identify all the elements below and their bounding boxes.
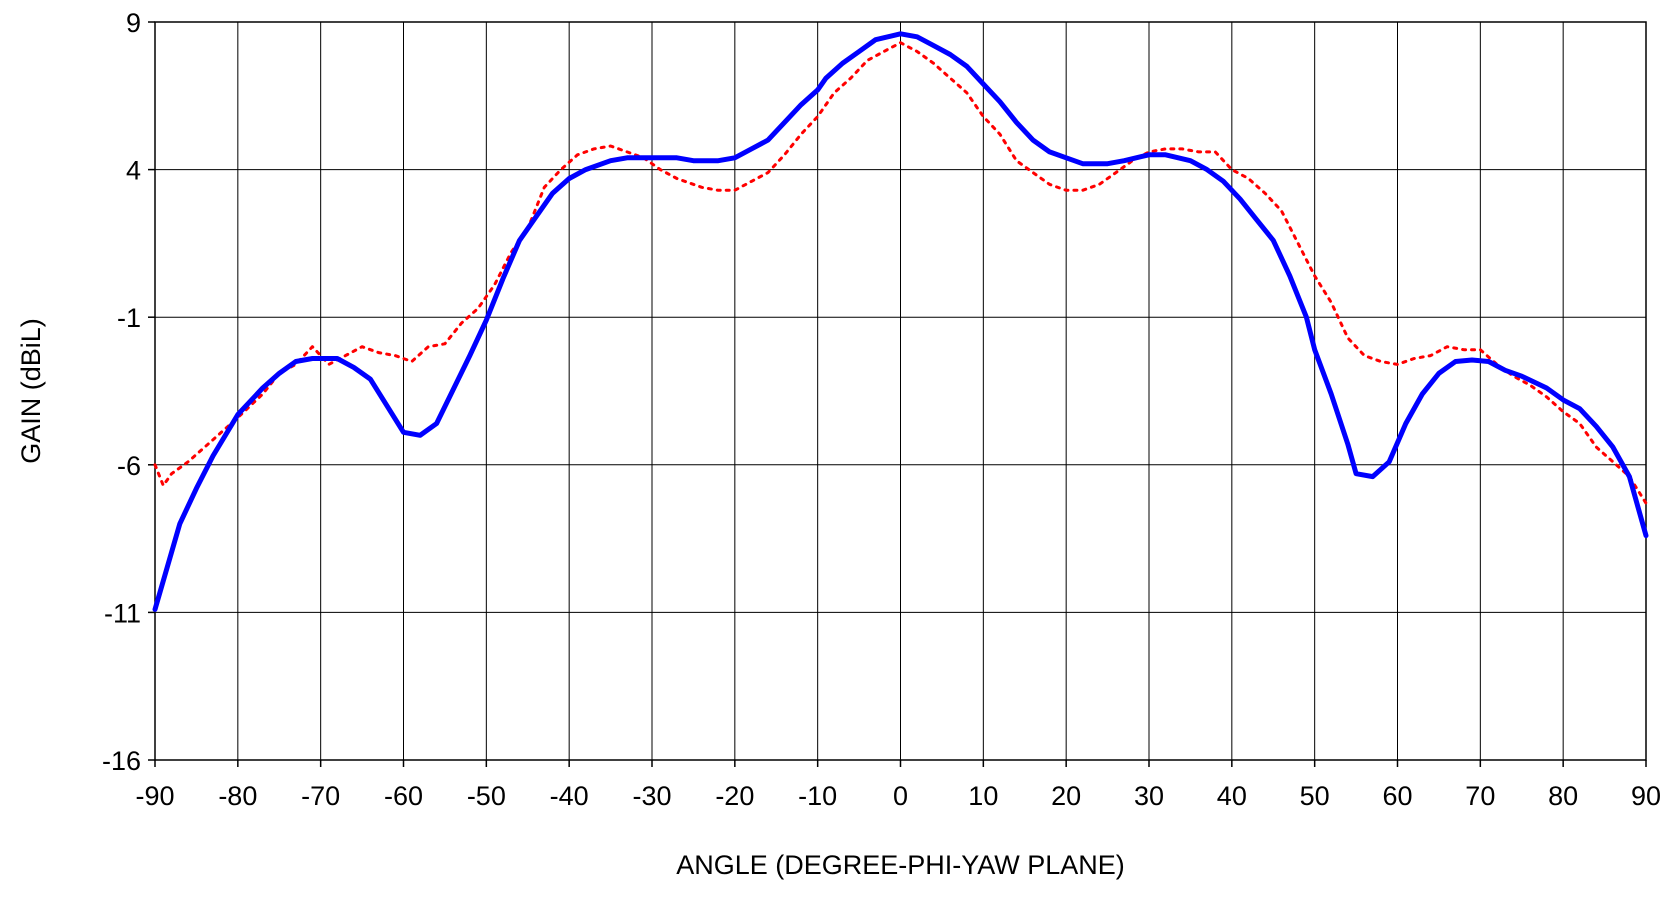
- x-axis-ticks: -90 -80 -70 -60 -50 -40 -30 -20 -10 0 10 20 30 40 50 60…: [135, 760, 1661, 811]
- series-line-1: [152, 31, 1649, 612]
- x-tick-label: -30: [632, 781, 671, 811]
- x-tick-label: -60: [384, 781, 423, 811]
- y-tick-label: 9: [126, 8, 141, 38]
- y-tick-label: -16: [102, 746, 141, 776]
- x-tick-label: 80: [1548, 781, 1578, 811]
- x-tick-label: 40: [1217, 781, 1247, 811]
- x-tick-label: -10: [798, 781, 837, 811]
- x-tick-label: 30: [1134, 781, 1164, 811]
- x-tick-label: -20: [715, 781, 754, 811]
- y-tick-label: -6: [117, 451, 141, 481]
- y-tick-label: -11: [104, 598, 141, 628]
- y-tick-label: 4: [126, 156, 141, 186]
- x-tick-label: 70: [1465, 781, 1495, 811]
- y-axis-title: GAIN (dBiL): [16, 318, 46, 464]
- x-tick-label: -80: [218, 781, 257, 811]
- y-tick-label: -1: [117, 303, 141, 333]
- x-tick-label: 60: [1382, 781, 1412, 811]
- x-tick-label: -40: [550, 781, 589, 811]
- series-layer: [152, 31, 1649, 612]
- x-tick-label: -70: [301, 781, 340, 811]
- x-tick-label: -50: [467, 781, 506, 811]
- y-axis-ticks: 9 4 -1 -6 -11 -16: [102, 8, 155, 776]
- x-tick-label: -90: [135, 781, 174, 811]
- series-line-2: [153, 41, 1648, 505]
- x-tick-label: 50: [1300, 781, 1330, 811]
- x-tick-label: 10: [968, 781, 998, 811]
- x-tick-label: 20: [1051, 781, 1081, 811]
- x-axis-title: ANGLE (DEGREE-PHI-YAW PLANE): [676, 850, 1125, 880]
- x-tick-label: 0: [893, 781, 908, 811]
- x-tick-label: 90: [1631, 781, 1661, 811]
